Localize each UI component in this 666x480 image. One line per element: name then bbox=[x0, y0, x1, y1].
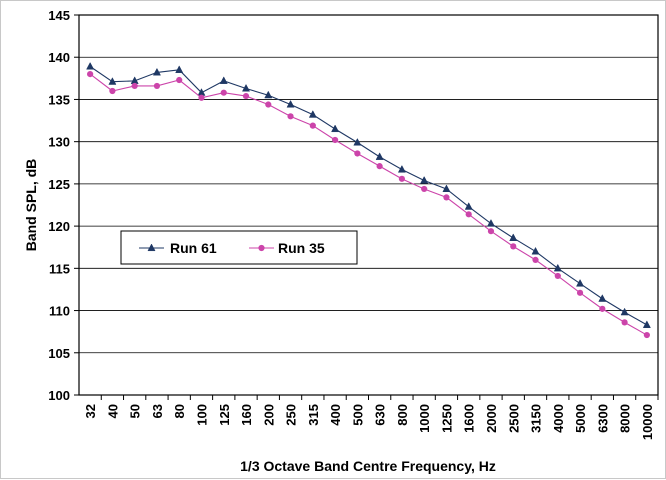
y-tick-label: 140 bbox=[48, 50, 70, 65]
data-point-circle bbox=[109, 88, 115, 94]
data-point-circle bbox=[577, 290, 583, 296]
y-tick-labels: 100 105 110 115 120 125 130 135 140 145 bbox=[48, 8, 79, 403]
x-tick-label: 1000 bbox=[417, 404, 432, 433]
data-point-circle bbox=[258, 245, 264, 251]
data-point-circle bbox=[176, 77, 182, 83]
x-tick-label: 40 bbox=[105, 404, 120, 418]
legend-label: Run 61 bbox=[170, 240, 217, 256]
x-axis-title: 1/3 Octave Band Centre Frequency, Hz bbox=[240, 458, 496, 474]
data-point-circle bbox=[265, 101, 271, 107]
x-tick-label: 1250 bbox=[439, 404, 454, 433]
x-tick-labels: 32 40 50 63 80 100 125 160 200 250 315 400 500 630 800… bbox=[83, 395, 658, 440]
legend-label: Run 35 bbox=[278, 240, 325, 256]
data-point-circle bbox=[510, 243, 516, 249]
data-point-circle bbox=[466, 211, 472, 217]
x-tick-label: 6300 bbox=[595, 404, 610, 433]
x-tick-label: 80 bbox=[172, 404, 187, 418]
y-tick-label: 125 bbox=[48, 177, 70, 192]
y-tick-label: 145 bbox=[48, 8, 70, 23]
x-tick-label: 500 bbox=[350, 404, 365, 426]
data-point-circle bbox=[599, 306, 605, 312]
data-point-circle bbox=[87, 71, 93, 77]
x-tick-label: 160 bbox=[239, 404, 254, 426]
y-tick-label: 100 bbox=[48, 388, 70, 403]
x-tick-label: 63 bbox=[150, 404, 165, 418]
data-point-circle bbox=[332, 137, 338, 143]
y-tick-label: 120 bbox=[48, 219, 70, 234]
x-tick-label: 400 bbox=[328, 404, 343, 426]
data-point-circle bbox=[443, 194, 449, 200]
data-point-circle bbox=[532, 257, 538, 263]
data-point-circle bbox=[310, 123, 316, 129]
data-point-circle bbox=[287, 113, 293, 119]
y-tick-label: 105 bbox=[48, 346, 70, 361]
data-point-circle bbox=[421, 186, 427, 192]
y-tick-label: 135 bbox=[48, 92, 70, 107]
legend: Run 61 Run 35 bbox=[121, 231, 357, 264]
y-tick-label: 130 bbox=[48, 135, 70, 150]
x-tick-label: 10000 bbox=[640, 404, 655, 440]
x-tick-label: 5000 bbox=[573, 404, 588, 433]
data-point-circle bbox=[555, 273, 561, 279]
data-point-circle bbox=[221, 90, 227, 96]
x-tick-label: 50 bbox=[128, 404, 143, 418]
data-point-circle bbox=[354, 150, 360, 156]
x-tick-label: 100 bbox=[194, 404, 209, 426]
x-tick-label: 1600 bbox=[462, 404, 477, 433]
x-tick-label: 630 bbox=[373, 404, 388, 426]
x-tick-label: 3150 bbox=[529, 404, 544, 433]
x-tick-label: 200 bbox=[261, 404, 276, 426]
x-tick-label: 32 bbox=[83, 404, 98, 418]
data-point-circle bbox=[399, 176, 405, 182]
data-point-circle bbox=[644, 332, 650, 338]
y-tick-label: 110 bbox=[49, 304, 70, 319]
x-tick-label: 800 bbox=[395, 404, 410, 426]
data-point-circle bbox=[621, 319, 627, 325]
data-point-circle bbox=[154, 83, 160, 89]
y-axis-title: Band SPL, dB bbox=[23, 159, 39, 252]
x-tick-label: 250 bbox=[284, 404, 299, 426]
data-point-circle bbox=[377, 163, 383, 169]
x-tick-label: 4000 bbox=[551, 404, 566, 433]
x-tick-label: 2500 bbox=[506, 404, 521, 433]
data-point-circle bbox=[198, 95, 204, 101]
x-tick-label: 8000 bbox=[618, 404, 633, 433]
data-point-circle bbox=[488, 228, 494, 234]
x-tick-label: 315 bbox=[306, 404, 321, 426]
x-tick-label: 2000 bbox=[484, 404, 499, 433]
x-tick-label: 125 bbox=[217, 404, 232, 426]
plot-area bbox=[79, 15, 658, 395]
y-tick-label: 115 bbox=[49, 261, 70, 276]
data-point-circle bbox=[132, 83, 138, 89]
data-point-circle bbox=[243, 93, 249, 99]
